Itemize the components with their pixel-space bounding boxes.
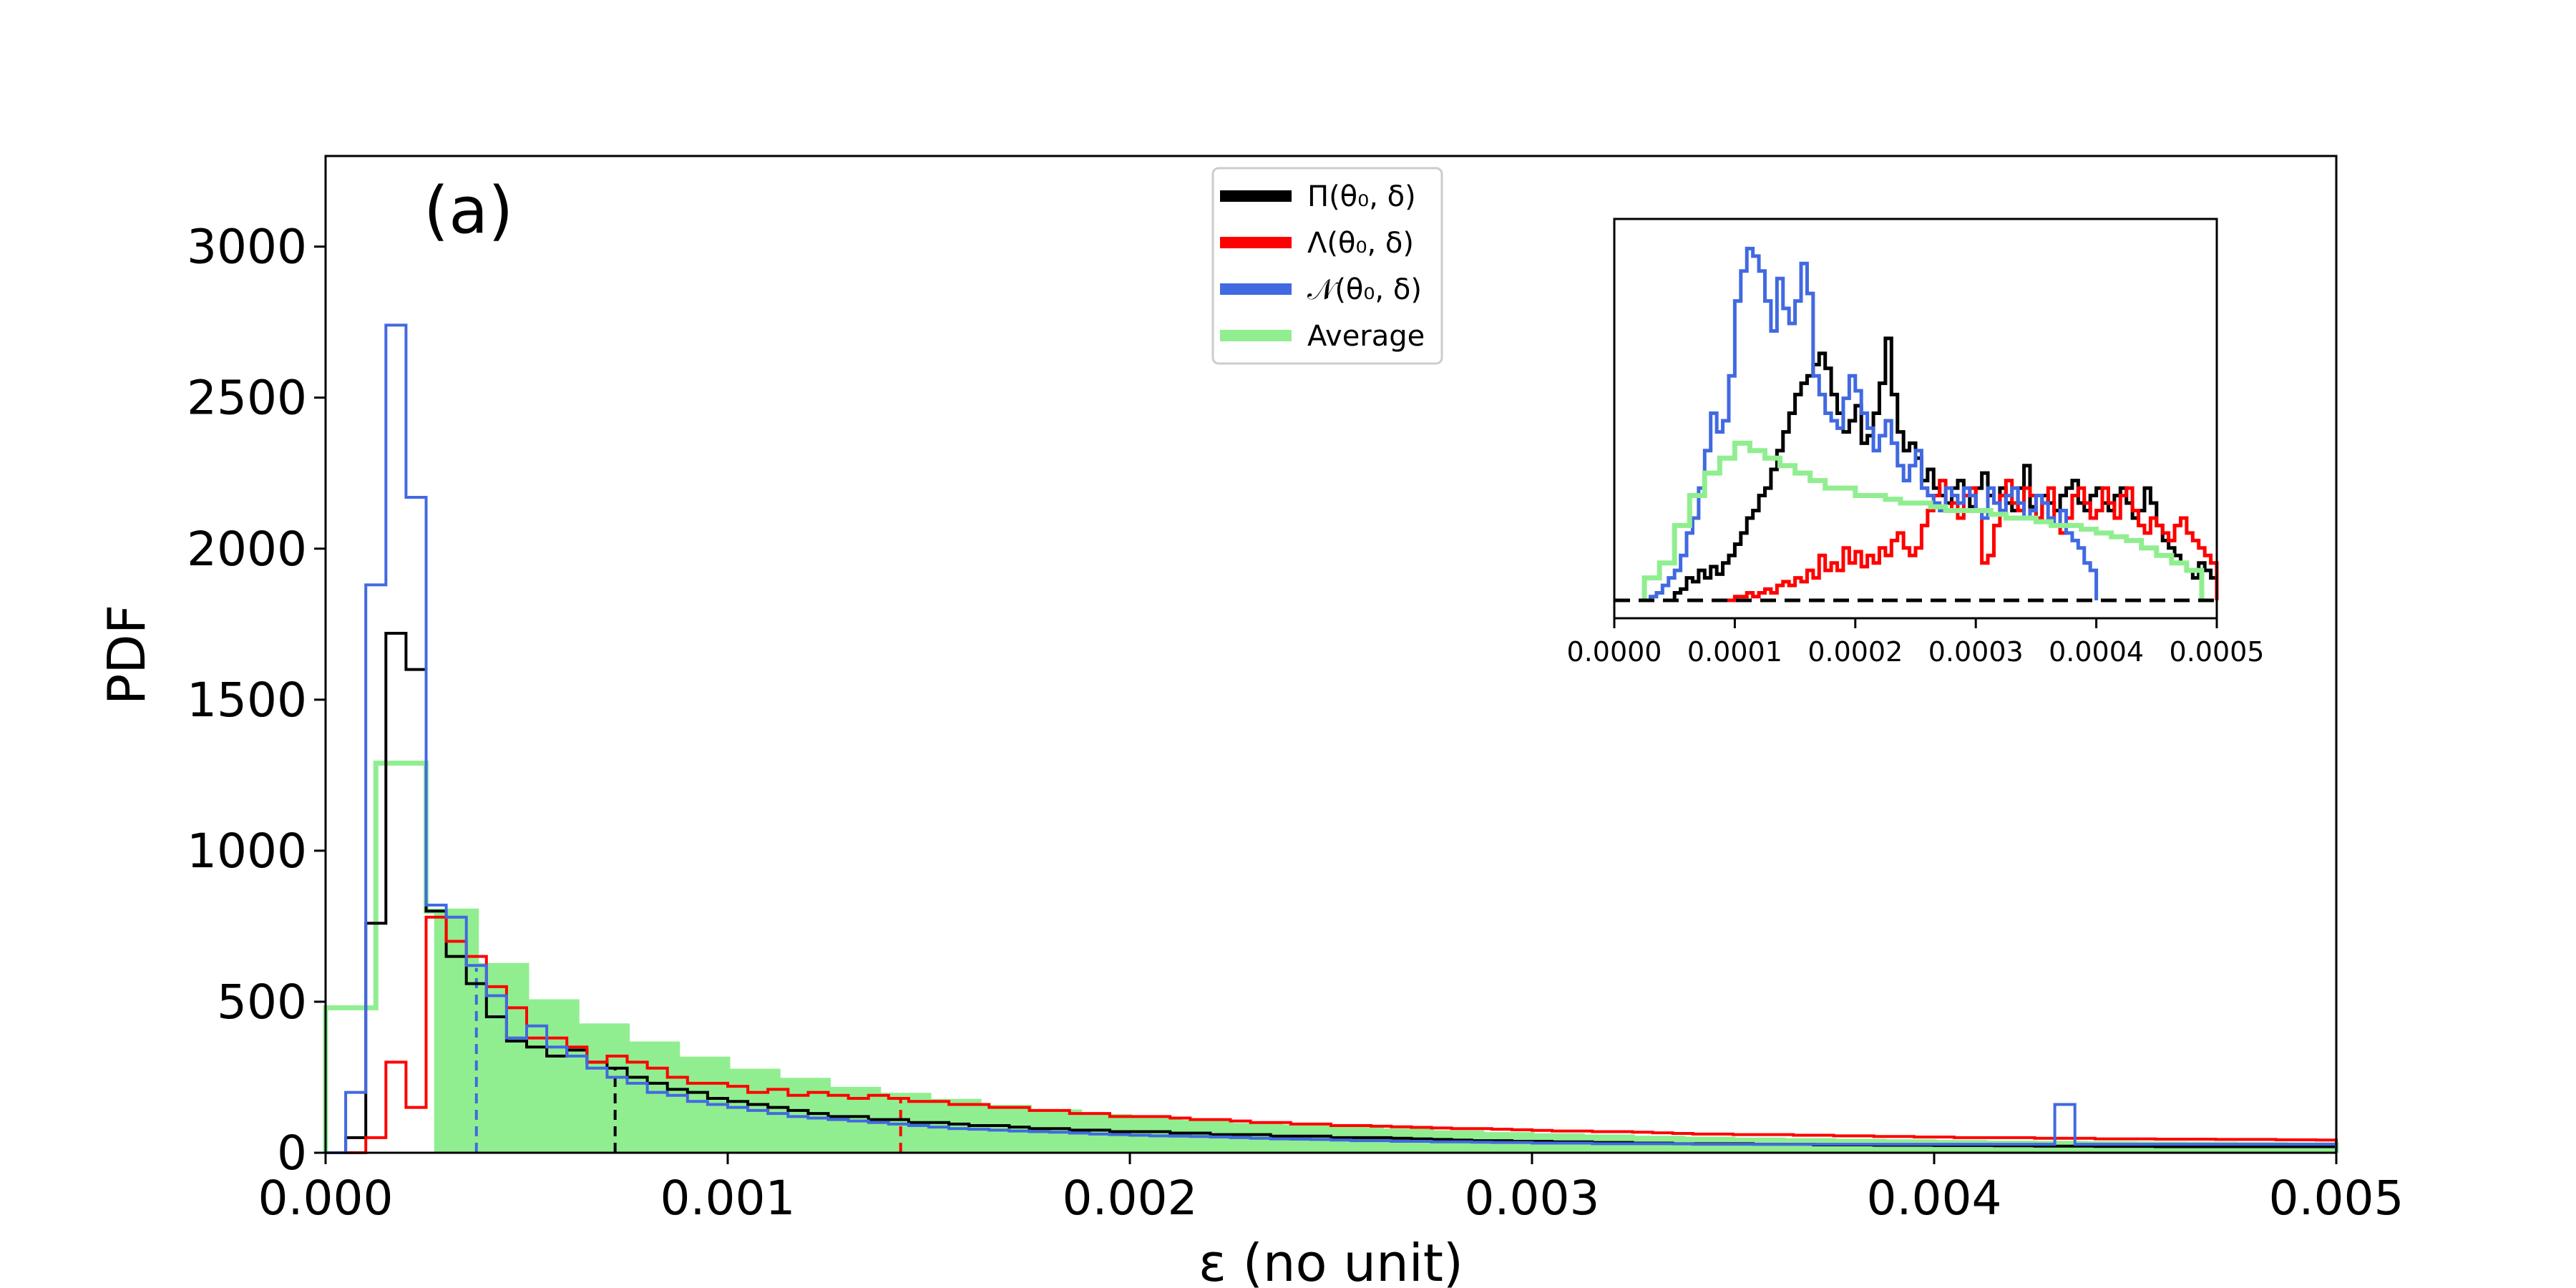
- inset-x-tick-label: 0.0005: [2170, 636, 2265, 668]
- x-axis-label: ε (no unit): [1199, 1233, 1463, 1288]
- y-tick-label: 3000: [187, 220, 307, 275]
- average-fill-area: [434, 911, 2336, 1153]
- x-tick-label: 0.000: [258, 1171, 394, 1226]
- inset-plot: 0.0000 0.0001 0.0002 0.0003 0.0004 0.0005: [1567, 218, 2265, 668]
- legend-entry-normal: 𝒩(θ₀, δ): [1307, 273, 1422, 306]
- average-fill-polygon: [434, 911, 2336, 1153]
- x-tick-label: 0.001: [660, 1171, 796, 1226]
- inset-x-tick-label: 0.0004: [2049, 636, 2144, 668]
- histogram-step-lambda: [346, 915, 2338, 1154]
- y-tick-label: 500: [217, 975, 307, 1030]
- inset-x-tick-label: 0.0000: [1567, 636, 1662, 668]
- median-markers: [474, 965, 902, 1153]
- inset-histogram-steps: [1641, 246, 2219, 602]
- x-tick-label: 0.002: [1063, 1171, 1198, 1226]
- y-tick-label: 2000: [187, 522, 307, 577]
- inset-step-series: [1649, 246, 2099, 600]
- x-tick-label: 0.004: [1867, 1171, 2002, 1226]
- legend-box: [1211, 167, 1443, 365]
- main-plot-frame: [324, 155, 2338, 1154]
- y-tick-label: 1500: [187, 673, 307, 728]
- inset-step-average: [1641, 440, 2205, 600]
- y-tick-label: 1000: [187, 824, 307, 879]
- y-axis-label: PDF: [97, 605, 157, 705]
- x-tick-label: 0.003: [1465, 1171, 1600, 1226]
- x-tick-label: 0.005: [2269, 1171, 2404, 1226]
- inset-x-tick-label: 0.0002: [1807, 636, 1903, 668]
- inset-step-series: [1722, 479, 2219, 602]
- y-tick-label: 2500: [187, 371, 307, 426]
- main-histogram-steps: [323, 323, 2339, 1154]
- legend-entry-pi: Π(θ₀, δ): [1307, 180, 1416, 213]
- y-tick-label: 0: [277, 1126, 307, 1181]
- panel-label: (a): [424, 173, 513, 248]
- inset-background: [1614, 219, 2217, 618]
- inset-x-tick-label: 0.0003: [1928, 636, 2024, 668]
- legend: Π(θ₀, δ) Λ(θ₀, δ) 𝒩(θ₀, δ) Average: [1211, 167, 1443, 365]
- inset-x-tick-label: 0.0001: [1687, 636, 1782, 668]
- legend-entry-average: Average: [1307, 320, 1425, 353]
- legend-entry-lambda: Λ(θ₀, δ): [1307, 227, 1414, 260]
- inset-axis-ticks: 0.0000 0.0001 0.0002 0.0003 0.0004 0.0005: [1567, 618, 2265, 668]
- inset-frame: [1613, 218, 2218, 620]
- histogram-step-normal: [326, 323, 2338, 1154]
- main-axis-ticks: 0.000 0.001 0.002 0.003 0.004 0.005 0 500 1000 15…: [187, 220, 2404, 1226]
